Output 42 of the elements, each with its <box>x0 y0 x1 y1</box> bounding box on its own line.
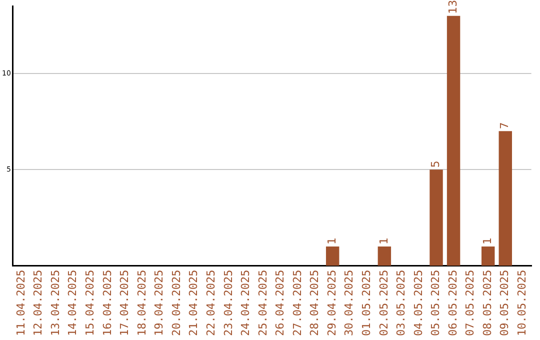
x-tick-label: 16.04.2025 <box>100 270 114 336</box>
x-tick-label: 07.05.2025 <box>464 270 477 336</box>
x-tick-label: 28.04.2025 <box>308 270 322 336</box>
data-label: 5 <box>429 160 442 168</box>
x-tick-label: 19.04.2025 <box>152 270 166 336</box>
data-label: 1 <box>325 238 338 245</box>
data-label: 13 <box>446 0 460 14</box>
x-tick-label: 04.05.2025 <box>412 270 425 336</box>
x-tick-label: 21.04.2025 <box>187 270 200 336</box>
x-tick-label: 09.05.2025 <box>498 270 512 336</box>
x-tick-label: 23.04.2025 <box>222 270 235 336</box>
x-tick-label: 20.04.2025 <box>170 270 183 336</box>
x-tick-label: 26.04.2025 <box>274 270 287 336</box>
bar <box>498 131 512 266</box>
x-tick-label: 17.04.2025 <box>118 270 132 336</box>
x-tick-label: 14.04.2025 <box>66 270 80 336</box>
bar <box>481 246 495 266</box>
bar <box>378 246 392 266</box>
data-label: 7 <box>498 122 512 130</box>
bar <box>326 246 340 266</box>
x-tick-label: 10.05.2025 <box>516 270 529 336</box>
x-tick-label: 02.05.2025 <box>377 270 390 336</box>
x-tick-label: 01.05.2025 <box>360 270 374 336</box>
x-tick-label: 18.04.2025 <box>135 270 148 336</box>
data-label: 1 <box>377 238 390 245</box>
x-tick-label: 24.04.2025 <box>239 270 252 336</box>
x-tick-label: 12.04.2025 <box>32 270 45 336</box>
x-tick-label: 13.04.2025 <box>48 270 62 336</box>
data-label: 1 <box>480 238 494 245</box>
x-tick-label: 08.05.2025 <box>480 270 494 336</box>
bar <box>430 170 443 266</box>
x-tick-label: 29.04.2025 <box>325 270 338 336</box>
x-tick-label: 05.05.2025 <box>429 270 442 336</box>
x-tick-label: 11.04.2025 <box>14 270 28 336</box>
bar <box>446 16 460 266</box>
x-tick-label: 27.04.2025 <box>290 270 304 336</box>
x-tick-label: 03.05.2025 <box>394 270 408 336</box>
x-tick-label: 15.04.2025 <box>84 270 97 336</box>
x-tick-label: 22.04.2025 <box>204 270 218 336</box>
x-tick-label: 25.04.2025 <box>256 270 270 336</box>
x-tick-label: 06.05.2025 <box>446 270 460 336</box>
x-tick-label: 30.04.2025 <box>342 270 356 336</box>
